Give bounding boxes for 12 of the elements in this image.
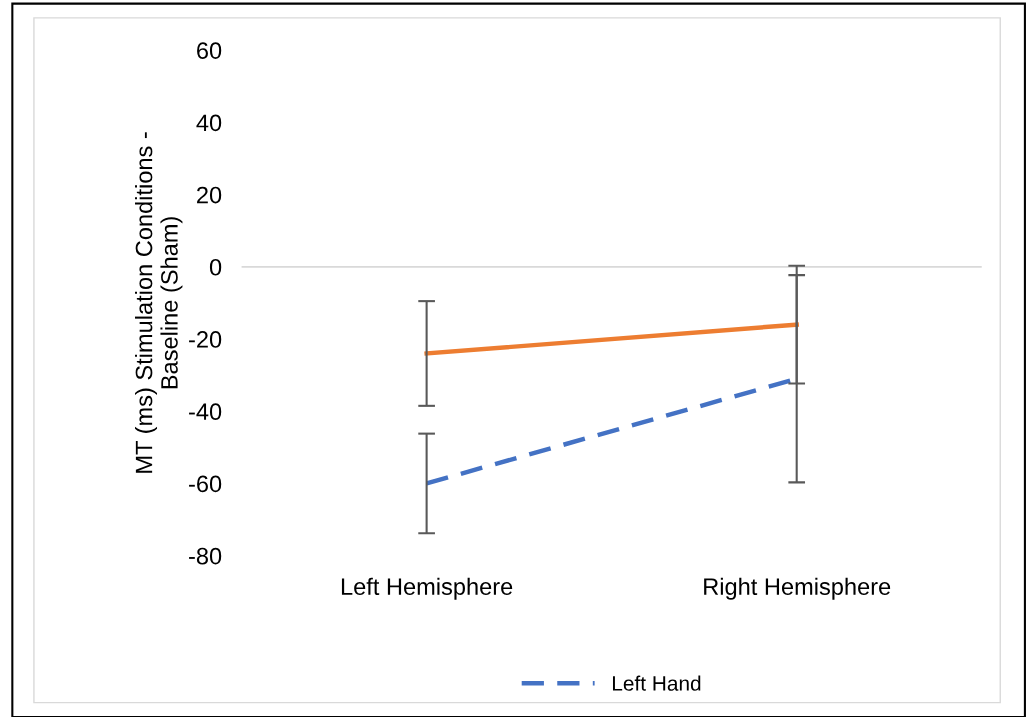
y-tick-label: -20 [189,331,222,348]
x-tick-label: Right Hemisphere [704,577,891,600]
y-tick-label: 0 [209,258,222,276]
legend-label: Left Hand [612,675,701,691]
x-tick-label: Left Hemisphere [341,577,513,600]
y-tick-label: 20 [197,186,222,204]
y-tick-label: -40 [189,403,222,421]
y-tick-label: -80 [189,547,222,565]
y-tick-label: 40 [196,114,222,132]
y-tick-label: -60 [189,475,222,493]
y-axis-title: MT (ms) Stimulation Conditions - Baseline (Sham) [135,132,183,473]
y-tick-label: 60 [197,42,222,59]
